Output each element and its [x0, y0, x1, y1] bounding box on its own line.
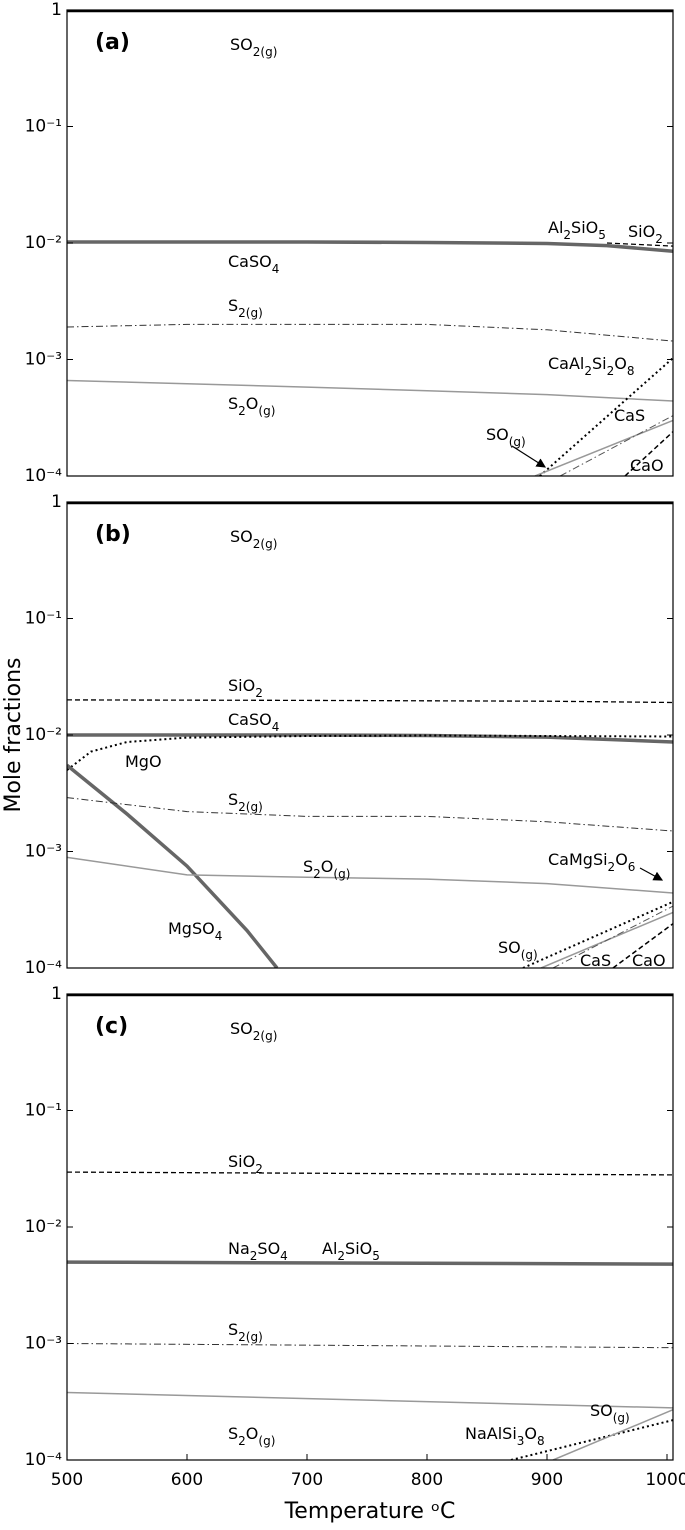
y-tick-label: 10⁻³ [25, 842, 62, 862]
y-tick-label: 10⁻⁴ [25, 1450, 63, 1470]
series-line [624, 431, 673, 476]
series-line [534, 419, 673, 476]
series-line [67, 1171, 673, 1176]
y-tick-label: 1 [51, 984, 62, 1004]
species-label: S2O(g) [228, 394, 275, 418]
y-tick-label: 10⁻³ [25, 1334, 62, 1354]
series-line [67, 734, 673, 771]
series-line [559, 415, 673, 476]
y-tick-label: 10⁻² [25, 233, 62, 253]
y-tick-label: 10⁻⁴ [25, 466, 63, 486]
x-tick-label: 900 [531, 1470, 563, 1490]
species-label: Na2SO4 [228, 1239, 288, 1263]
series-line [67, 379, 673, 402]
species-label: S2(g) [228, 1320, 263, 1344]
y-tick-label: 10⁻² [25, 1217, 62, 1237]
species-label: SO2(g) [230, 527, 277, 551]
species-label: CaS [580, 951, 611, 970]
species-label: SiO2 [228, 676, 263, 700]
y-tick-label: 1 [51, 492, 62, 512]
panel-label: (c) [95, 1014, 128, 1039]
species-label: NaAlSi3O8 [465, 1424, 545, 1448]
plot-frame [66, 993, 674, 1461]
x-tick-label: 600 [171, 1470, 203, 1490]
species-label: MgSO4 [168, 919, 222, 943]
series-line [67, 1260, 673, 1266]
species-label: CaO [630, 456, 664, 475]
x-tick-label: 800 [411, 1470, 443, 1490]
species-label: SO2(g) [230, 1019, 277, 1043]
y-axis-title: Mole fractions [1, 657, 26, 812]
species-label: CaSO4 [228, 252, 279, 276]
x-tick-label: 700 [291, 1470, 323, 1490]
y-tick-label: 1 [51, 0, 62, 20]
x-tick-label: 500 [51, 1470, 83, 1490]
series-line [67, 763, 279, 968]
species-label: S2O(g) [303, 857, 350, 881]
series-line [67, 1391, 673, 1409]
species-label: Al2SiO5 [322, 1239, 380, 1263]
species-label: CaO [632, 951, 666, 970]
species-label: SO(g) [498, 938, 538, 962]
x-axis-title: Temperature ᵒC [284, 1499, 456, 1524]
species-label: SO(g) [486, 425, 526, 449]
series-line [552, 1409, 673, 1460]
species-label: S2O(g) [228, 1424, 275, 1448]
series-line [522, 900, 673, 968]
series-line [67, 733, 673, 744]
species-label: MgO [125, 752, 162, 771]
series-line [552, 905, 673, 968]
species-label: S2(g) [228, 790, 263, 814]
species-label: CaAl2Si2O8 [548, 354, 635, 378]
y-tick-label: 10⁻¹ [25, 609, 62, 629]
species-label: SO2(g) [230, 35, 277, 59]
species-label: SO(g) [590, 1401, 630, 1425]
y-tick-label: 10⁻² [25, 725, 62, 745]
series-line [67, 323, 673, 342]
panel-label: (a) [95, 30, 130, 55]
y-tick-label: 10⁻¹ [25, 117, 62, 137]
species-label: Al2SiO5 [548, 218, 606, 242]
species-label: CaS [614, 406, 645, 425]
series-line [67, 856, 673, 894]
series-line [67, 240, 673, 253]
arrow [511, 445, 547, 468]
series-line [67, 1343, 673, 1349]
species-label: SiO2 [628, 222, 663, 246]
y-tick-label: 10⁻¹ [25, 1101, 62, 1121]
panel-label: (b) [95, 522, 131, 547]
y-tick-label: 10⁻³ [25, 350, 62, 370]
arrow [639, 867, 664, 881]
series-line [612, 923, 673, 968]
species-label: CaMgSi2O6 [548, 850, 635, 874]
y-tick-label: 10⁻⁴ [25, 958, 63, 978]
species-label: CaSO4 [228, 710, 279, 734]
series-line [67, 699, 673, 704]
species-label: SiO2 [228, 1152, 263, 1176]
species-label: S2(g) [228, 296, 263, 320]
series-line [606, 242, 673, 247]
x-tick-label: 1000 [645, 1470, 685, 1490]
series-line [67, 797, 673, 832]
